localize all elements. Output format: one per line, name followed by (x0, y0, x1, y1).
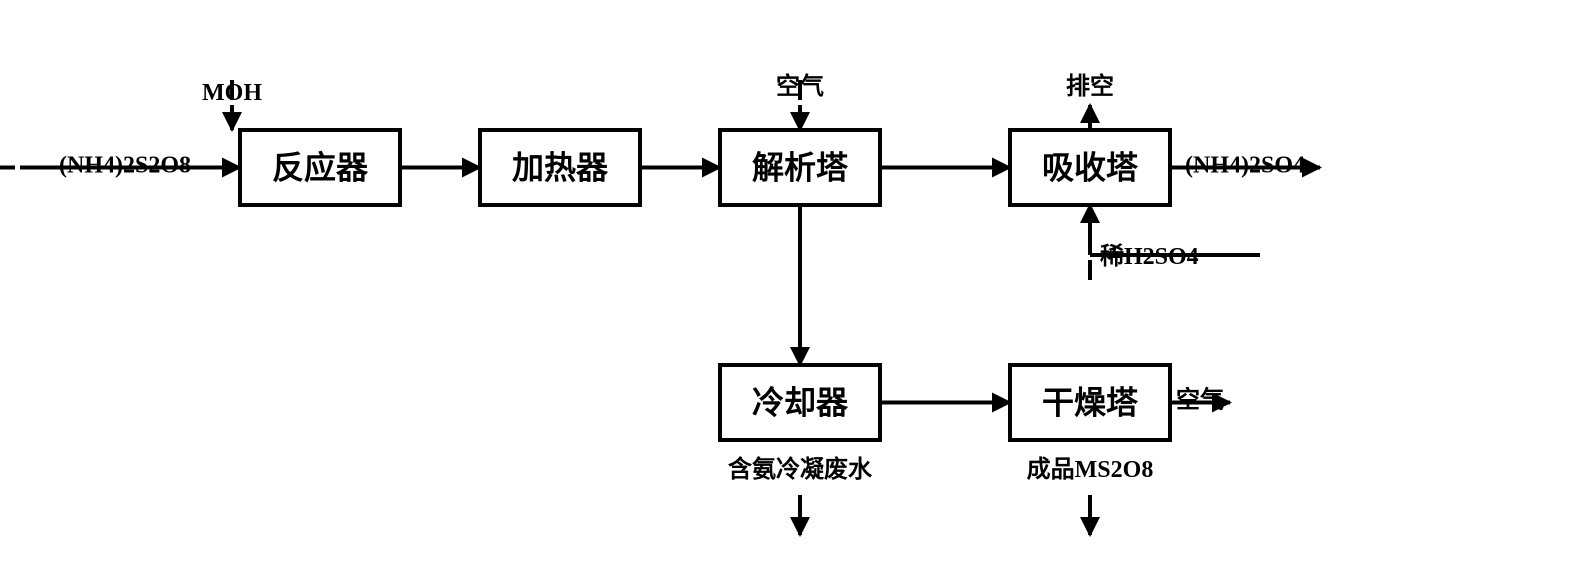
node-dryer-label: 干燥塔 (1042, 385, 1139, 421)
io-label-in_nh4s2o8: (NH4)2S2O8 (59, 153, 191, 179)
node-reactor-label: 反应器 (272, 150, 369, 186)
node-desorber-label: 解析塔 (752, 150, 849, 186)
io-label-out_product: 成品MS2O8 (1027, 456, 1154, 483)
node-absorber-label: 吸收塔 (1042, 150, 1139, 186)
io-label-out_air2: 空气 (1176, 386, 1224, 414)
io-label-out_vent: 排空 (1066, 72, 1114, 100)
io-label-in_moh: MOH (202, 80, 262, 106)
node-cooler-label: 冷却器 (752, 385, 849, 421)
io-label-in_air1: 空气 (776, 72, 824, 100)
node-heater-label: 加热器 (512, 150, 609, 186)
flowchart-container: 反应器 加热器 解析塔 吸收塔冷却器 干燥塔 MOH (NH4)2S2O8 空气 排空 (NH4)… (0, 0, 1575, 580)
io-label-in_h2so4: 稀H2SO4 (1100, 242, 1199, 270)
flowchart-svg: 反应器 加热器 解析塔 吸收塔冷却器 干燥塔 MOH (NH4)2S2O8 空气 排空 (NH4)… (0, 0, 1575, 580)
io-label-out_waste: 含氨冷凝废水 (728, 455, 873, 483)
io-label-out_nh4so4: (NH4)2SO4 (1185, 153, 1305, 179)
